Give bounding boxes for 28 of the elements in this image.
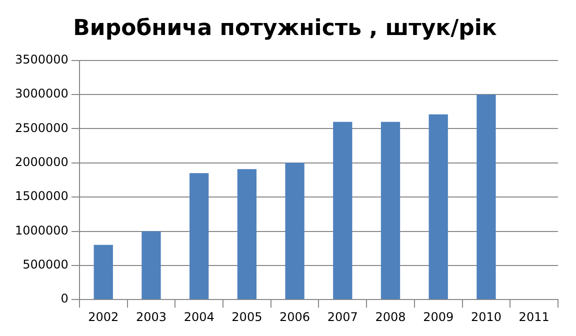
y-tick-label: 2000000 — [14, 155, 68, 170]
x-tick-label: 2010 — [470, 310, 502, 324]
y-tick-label: 3000000 — [14, 86, 68, 101]
x-tick-label: 2009 — [423, 310, 454, 324]
x-tick-label: 2011 — [518, 310, 550, 324]
chart-title: Виробнича потужність , штук/рік — [73, 16, 497, 41]
y-tick-label: 2500000 — [14, 120, 68, 135]
y-tick-label: 1500000 — [14, 189, 68, 204]
bar — [237, 169, 257, 300]
x-tick-label: 2008 — [375, 310, 406, 324]
x-tick-label: 2005 — [232, 310, 262, 324]
x-tick-label: 2006 — [280, 310, 310, 324]
bar — [285, 162, 304, 300]
bar — [428, 114, 448, 300]
bar — [94, 244, 113, 300]
x-tick-label: 2002 — [88, 310, 119, 324]
y-tick-label: 3500000 — [14, 52, 68, 67]
bar — [380, 122, 400, 300]
y-tick-label: 500000 — [22, 258, 68, 272]
bar — [476, 94, 496, 300]
bar — [333, 122, 352, 300]
y-tick-label: 1000000 — [14, 223, 68, 238]
x-tick-label: 2003 — [136, 310, 166, 324]
x-tick-label: 2007 — [327, 310, 358, 324]
y-tick-label: 0 — [60, 292, 68, 306]
x-tick-label: 2004 — [184, 310, 214, 324]
bar — [142, 231, 161, 300]
bar — [190, 173, 209, 300]
